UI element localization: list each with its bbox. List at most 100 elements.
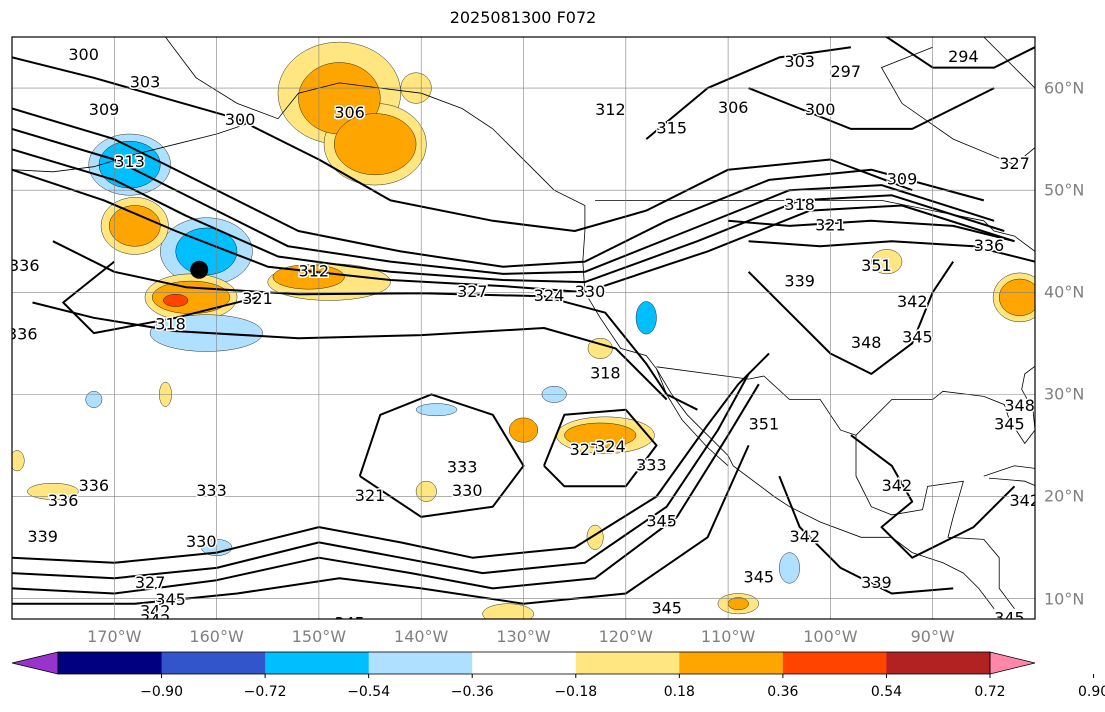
coastline: [165, 37, 995, 610]
contour-label: 300: [68, 45, 99, 64]
contour-label: 336: [79, 476, 110, 495]
shading-blob: [272, 264, 345, 290]
coastline: [656, 366, 857, 436]
shading-blob: [482, 603, 534, 619]
contour-label: 330: [452, 481, 483, 500]
lat-tick-label: 60°N: [1044, 78, 1085, 98]
contour-label: 321: [242, 289, 273, 308]
contour-label: 333: [636, 455, 667, 474]
contour-label: 324: [595, 437, 626, 456]
chart-title: 2025081300 F072: [449, 8, 597, 27]
coastline: [855, 365, 1035, 445]
colorbar-segment: [58, 652, 163, 674]
coastline: [983, 465, 1035, 486]
contour-line: [12, 107, 985, 268]
contour-label: 351: [749, 415, 780, 434]
shading-blob: [564, 422, 637, 448]
contour-label: 300: [805, 100, 836, 119]
contour-label: 345: [646, 512, 677, 531]
contour-label: 348: [851, 333, 882, 352]
contour-label: 342: [140, 601, 171, 620]
contour-line: [12, 56, 913, 232]
colorbar-segment: [679, 652, 784, 674]
colorbar-segment: [886, 652, 991, 674]
shading-blob: [415, 480, 437, 502]
contour-label: 327: [570, 440, 601, 459]
shading-blob: [999, 278, 1035, 316]
lon-tick-label: 130°W: [496, 627, 551, 646]
contour-label: 313: [114, 152, 145, 171]
colorbar-tick-label: 0.72: [974, 684, 1006, 700]
contour-label: 339: [27, 527, 58, 546]
contour-label: 342: [790, 527, 821, 546]
contour-line: [358, 393, 525, 518]
lon-tick-label: 170°W: [87, 627, 142, 646]
contour-label: 318: [155, 314, 186, 333]
contour-label: 348: [1004, 396, 1035, 415]
contour-label: 321: [815, 215, 846, 234]
contour-label: 345: [651, 598, 682, 617]
contour-line: [645, 46, 852, 140]
contour-line: [12, 352, 770, 564]
contour-label: 345: [994, 415, 1025, 434]
lon-tick-label: 150°W: [291, 627, 347, 646]
contour-label: 309: [887, 169, 918, 188]
colorbar: [11, 651, 1095, 678]
colorbar-segment: [265, 652, 370, 674]
shading-blob: [85, 391, 103, 408]
contour-label: 333: [447, 457, 478, 476]
contour-label: 342: [882, 476, 913, 495]
contour-label: 327: [457, 282, 488, 301]
contour-label: 339: [861, 573, 892, 592]
contour-line: [12, 373, 750, 580]
coastline: [855, 435, 1015, 610]
contour-label: 336: [7, 325, 38, 344]
contour-line: [543, 408, 658, 488]
point-marker: [190, 260, 209, 279]
contour-label: 345: [155, 590, 186, 609]
contour-label: 342: [140, 611, 171, 630]
colorbar-tick-label: −0.54: [347, 684, 391, 700]
shading-blob: [871, 249, 903, 275]
contour-line: [12, 168, 1015, 294]
contour-label: 312: [299, 261, 330, 280]
lon-tick-label: 100°W: [803, 627, 858, 646]
contour-label: 345: [994, 609, 1025, 628]
shading-blob: [727, 597, 749, 611]
contour-label: 351: [861, 256, 892, 275]
contour-line: [62, 260, 258, 335]
shading-blob: [151, 280, 231, 314]
contour-label: 327: [135, 573, 166, 592]
contour-label: 345: [334, 614, 365, 633]
shading-blob: [635, 301, 657, 335]
contour-line: [748, 240, 1035, 263]
colorbar-segment: [782, 652, 887, 674]
shading-blob: [27, 482, 79, 500]
point-marker: [190, 260, 209, 279]
contour-label: 300: [225, 110, 256, 129]
colorbar-tick-label: 0.54: [870, 684, 903, 700]
shading-blob: [334, 113, 417, 176]
colorbar-segment: [161, 652, 266, 674]
contour-label: 303: [784, 52, 815, 71]
shading-blob: [415, 403, 458, 417]
contour-label: 333: [196, 481, 227, 500]
contour-label: 342: [897, 292, 928, 311]
contour-label: 297: [830, 62, 861, 81]
colorbar-tick-label: −0.72: [243, 684, 287, 700]
colorbar-tick-label: −0.90: [140, 684, 183, 700]
contour-label: 339: [784, 272, 815, 291]
contour-line: [747, 261, 955, 375]
lat-tick-label: 30°N: [1044, 384, 1085, 404]
colorbar-tick-label: −0.18: [554, 684, 598, 700]
contour-line: [32, 301, 668, 401]
contour-label: 345: [902, 328, 933, 347]
contour-label: 336: [9, 256, 40, 275]
shading-blob: [108, 205, 161, 247]
lat-tick-label: 40°N: [1044, 282, 1085, 302]
contour-label: 336: [974, 236, 1005, 255]
coastline: [881, 200, 1035, 252]
contour-label: 306: [334, 103, 365, 122]
